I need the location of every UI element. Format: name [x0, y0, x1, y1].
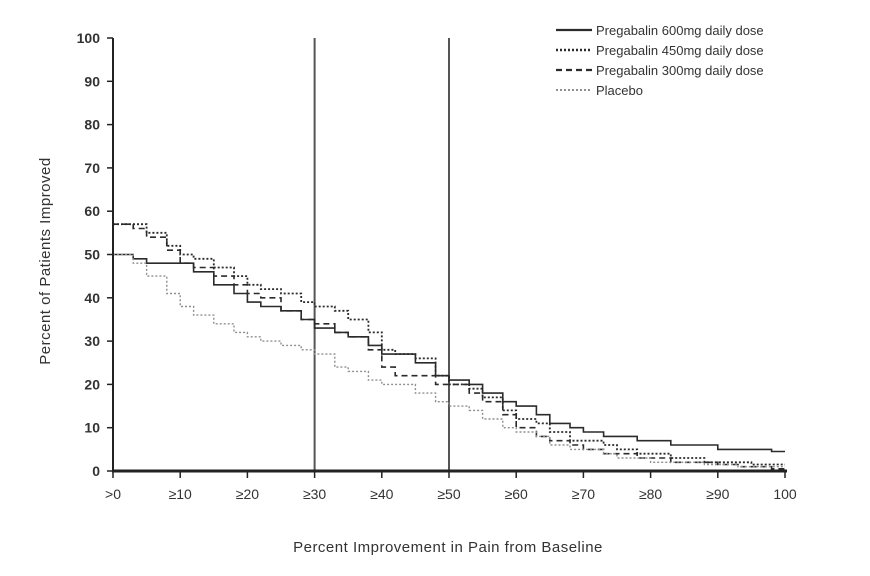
legend-label: Pregabalin 300mg daily dose: [596, 63, 764, 78]
y-tick-label: 0: [92, 463, 100, 479]
y-tick-label: 10: [84, 420, 100, 436]
legend: Pregabalin 600mg daily dose Pregabalin 45…: [556, 23, 764, 98]
x-tick-label: ≥70: [572, 486, 595, 502]
x-tick-label: ≥90: [706, 486, 729, 502]
legend-label: Pregabalin 600mg daily dose: [596, 23, 764, 38]
x-axis-title: Percent Improvement in Pain from Baselin…: [293, 539, 603, 556]
legend-label: Placebo: [596, 83, 643, 98]
series-line-4: [113, 253, 785, 468]
x-tick-label: >0: [105, 486, 121, 502]
x-tick-label: ≥40: [370, 486, 393, 502]
reference-lines: [313, 38, 450, 471]
x-tick-label: ≥60: [505, 486, 528, 502]
y-axis-ticks: 0 10 20 30 40 50 60 70 80 90 100: [77, 30, 113, 479]
y-tick-label: 30: [84, 333, 100, 349]
x-tick-label: ≥80: [639, 486, 662, 502]
y-tick-label: 80: [84, 117, 100, 133]
x-tick-label: 100: [773, 486, 797, 502]
y-tick-label: 20: [84, 376, 100, 392]
y-tick-label: 40: [84, 290, 100, 306]
series-layer: [113, 223, 785, 470]
y-tick-label: 90: [84, 73, 100, 89]
x-tick-label: ≥10: [169, 486, 192, 502]
legend-label: Pregabalin 450mg daily dose: [596, 43, 764, 58]
y-axis-title: Percent of Patients Improved: [37, 157, 54, 364]
x-tick-label: ≥50: [437, 486, 460, 502]
x-axis-ticks: >0 ≥10 ≥20 ≥30 ≥40 ≥50 ≥60 ≥70 ≥80 ≥90 100: [105, 471, 797, 502]
y-tick-label: 100: [77, 30, 101, 46]
y-tick-label: 70: [84, 160, 100, 176]
x-tick-label: ≥30: [303, 486, 326, 502]
y-tick-label: 60: [84, 203, 100, 219]
y-tick-label: 50: [84, 247, 100, 263]
x-tick-label: ≥20: [236, 486, 259, 502]
